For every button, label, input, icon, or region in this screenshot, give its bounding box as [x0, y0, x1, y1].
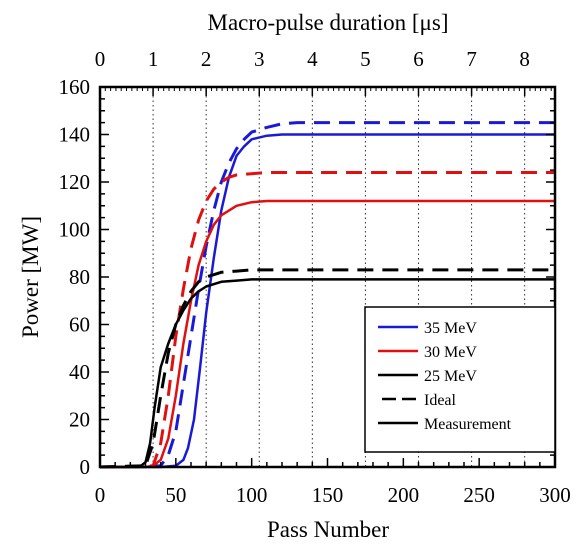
y-tick-label: 20 [69, 408, 90, 432]
top-tick-label: 2 [201, 47, 212, 71]
legend-label: 25 MeV [424, 368, 477, 385]
y-tick-label: 80 [69, 265, 90, 289]
top-tick-label: 4 [307, 47, 318, 71]
top-tick-label: 1 [148, 47, 159, 71]
series-line-30-mev-measurement [100, 199, 555, 469]
x-tick-label: 200 [388, 483, 420, 507]
data-series [99, 121, 555, 469]
y-tick-label: 160 [59, 75, 91, 99]
y-tick-label: 60 [69, 313, 90, 337]
x-tick-labels: 0 50 100 150 200 250 300 [95, 483, 571, 507]
top-tick-label: 6 [413, 47, 424, 71]
series-line-35-mev-measurement [100, 133, 555, 469]
legend-label: 30 MeV [424, 344, 477, 361]
top-axis-title: Macro-pulse duration [μs] [208, 10, 449, 35]
series-line-25-mev-measurement [100, 278, 555, 469]
x-tick-label: 100 [236, 483, 268, 507]
y-tick-labels: 0 20 40 60 80 100 120 140 160 [59, 75, 91, 479]
x-tick-label: 150 [312, 483, 344, 507]
legend-label: Measurement [424, 416, 512, 433]
series-line-25-mev-ideal [99, 268, 555, 469]
plot-frame [98, 85, 557, 469]
vertical-gridlines [152, 87, 526, 467]
top-tick-label: 0 [95, 47, 106, 71]
top-tick-label: 5 [360, 47, 371, 71]
y-tick-label: 100 [59, 218, 91, 242]
y-axis-title: Power [MW] [18, 216, 43, 338]
y-tick-label: 140 [59, 123, 91, 147]
x-tick-label: 0 [95, 483, 106, 507]
x-axis-title: Pass Number [267, 517, 389, 542]
y-tick-label: 40 [69, 360, 90, 384]
legend-box [364, 306, 556, 453]
x-tick-label: 50 [165, 483, 186, 507]
top-tick-label: 8 [519, 47, 530, 71]
series-line-30-mev-ideal [99, 171, 555, 469]
top-tick-label: 3 [254, 47, 265, 71]
top-tick-labels: 0 1 2 3 4 5 6 7 8 [95, 47, 530, 71]
series-line-35-mev-ideal [99, 121, 555, 469]
legend-label: Ideal [424, 392, 457, 409]
x-tick-label: 250 [463, 483, 495, 507]
y-tick-label: 0 [80, 455, 91, 479]
x-tick-label: 300 [539, 483, 571, 507]
y-tick-label: 120 [59, 170, 91, 194]
legend: 35 MeV 30 MeV 25 MeV Ideal Measurement [364, 306, 556, 453]
legend-label: 35 MeV [424, 320, 477, 337]
top-tick-label: 7 [466, 47, 477, 71]
